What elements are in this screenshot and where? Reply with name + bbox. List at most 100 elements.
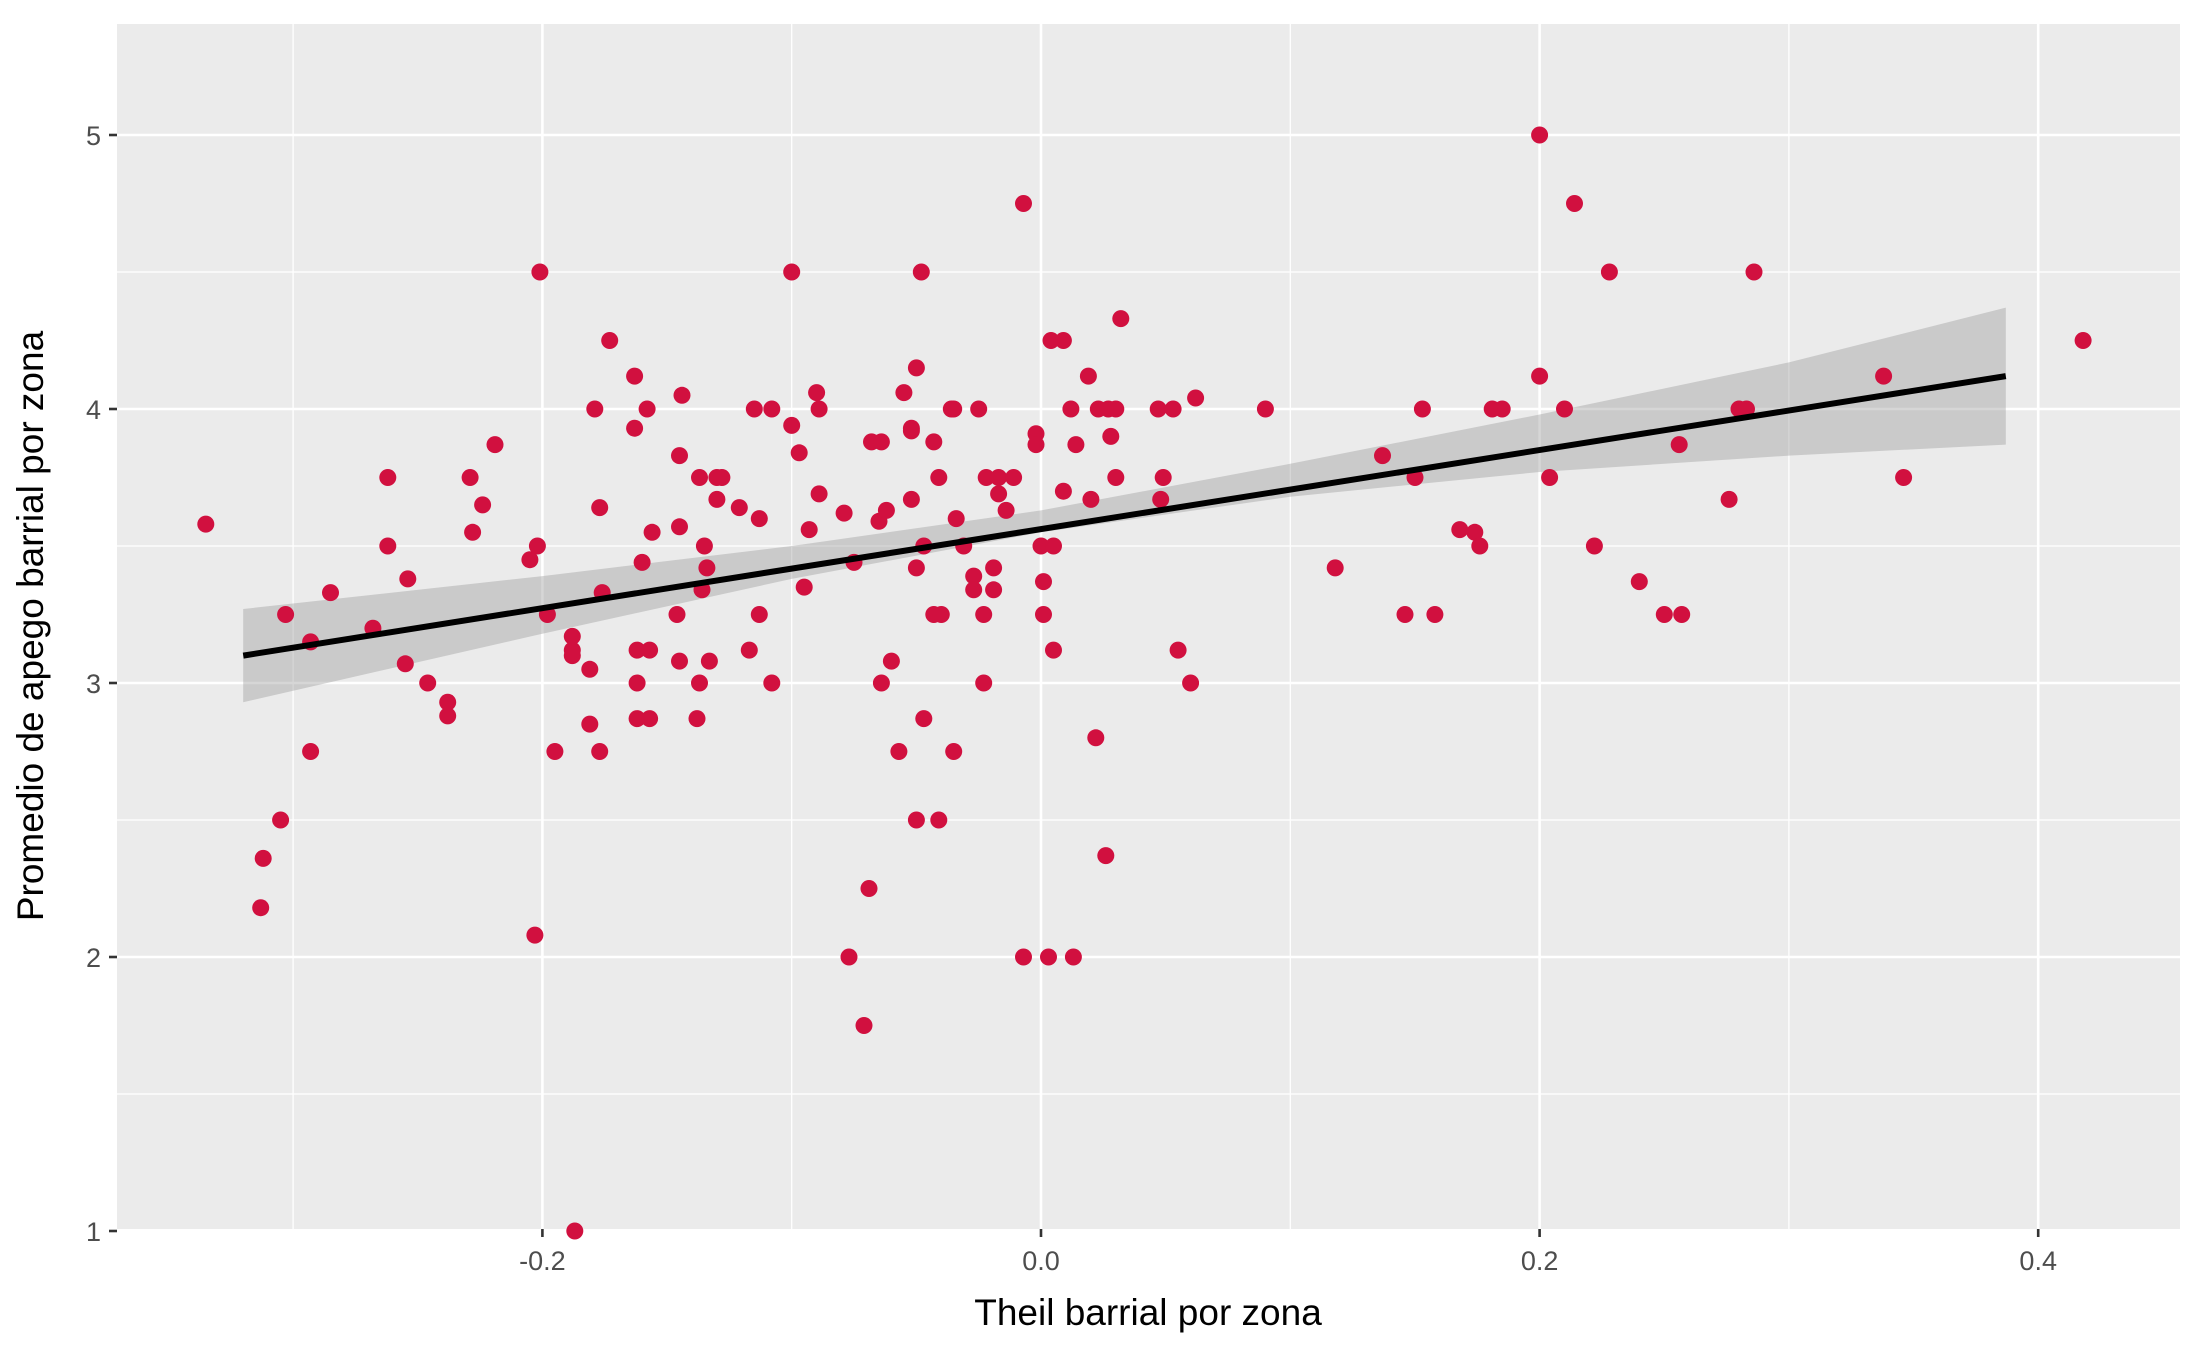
data-point — [691, 674, 708, 692]
data-point — [379, 537, 397, 555]
data-point — [563, 627, 581, 645]
data-point — [691, 469, 708, 486]
data-point — [763, 674, 781, 692]
data-point — [810, 400, 828, 418]
data-point — [272, 811, 290, 829]
data-point — [810, 485, 828, 503]
data-point — [945, 743, 963, 760]
data-point — [399, 570, 417, 588]
data-point — [197, 515, 215, 533]
data-point — [1630, 573, 1648, 591]
data-point — [1032, 537, 1050, 555]
data-point — [1154, 469, 1172, 486]
data-point — [1531, 367, 1549, 385]
data-point — [872, 674, 890, 692]
data-point — [379, 469, 397, 486]
data-point — [628, 710, 646, 728]
data-point — [521, 551, 539, 569]
data-point — [626, 419, 644, 437]
data-point — [985, 581, 1003, 599]
data-point — [254, 849, 272, 867]
x-axis-ticks: -0.2 0.0 0.2 0.4 — [519, 1229, 2057, 1276]
data-point — [840, 948, 858, 966]
data-point — [641, 641, 659, 659]
data-point — [1720, 490, 1738, 508]
data-point — [1045, 641, 1062, 659]
data-point — [1413, 400, 1431, 418]
data-point — [1112, 310, 1130, 328]
data-point — [750, 606, 768, 623]
data-point — [461, 469, 479, 486]
data-point — [1745, 263, 1763, 281]
data-point — [1035, 606, 1052, 623]
data-point — [975, 606, 993, 623]
regression-line — [242, 373, 2007, 659]
data-point — [1187, 389, 1205, 407]
data-point — [1040, 948, 1057, 966]
data-point — [474, 496, 492, 514]
data-point — [895, 384, 913, 402]
x-tick-label: -0.2 — [519, 1246, 566, 1276]
data-point — [970, 400, 988, 418]
data-point — [932, 606, 950, 623]
data-point — [641, 710, 659, 728]
data-point — [783, 263, 801, 281]
data-point — [795, 578, 813, 596]
data-point — [1054, 482, 1072, 500]
data-point — [925, 433, 943, 451]
data-point — [965, 567, 983, 585]
grid-major — [117, 24, 2180, 1233]
data-point — [997, 501, 1015, 519]
data-point — [486, 436, 504, 454]
data-point — [1655, 606, 1673, 623]
data-point — [601, 332, 619, 349]
data-point — [1326, 559, 1344, 577]
data-point — [1256, 400, 1274, 418]
data-point — [808, 384, 826, 402]
data-point — [1035, 573, 1052, 591]
data-point — [877, 501, 895, 519]
data-point — [671, 447, 688, 465]
data-point — [591, 499, 609, 517]
data-point — [882, 652, 900, 670]
data-point — [2074, 332, 2092, 349]
data-point — [628, 641, 646, 659]
data-point — [930, 469, 948, 486]
data-point — [912, 263, 930, 281]
data-point — [302, 743, 320, 760]
data-point — [990, 485, 1008, 503]
y-tick-label: 4 — [86, 395, 101, 425]
data-point — [1164, 400, 1182, 418]
data-point — [902, 419, 920, 437]
data-point — [990, 469, 1008, 486]
data-point — [628, 674, 646, 692]
data-point — [581, 660, 599, 678]
data-point — [1015, 948, 1032, 966]
data-point — [396, 655, 414, 673]
data-point — [890, 743, 908, 760]
data-point — [688, 710, 706, 728]
data-points — [197, 126, 2092, 1240]
confidence-band — [243, 307, 2006, 703]
y-tick-label: 5 — [86, 121, 101, 151]
data-point — [907, 359, 925, 377]
data-point — [730, 499, 748, 517]
data-point — [985, 559, 1003, 577]
data-point — [1673, 606, 1691, 623]
data-point — [835, 504, 853, 522]
data-point — [763, 400, 781, 418]
data-point — [419, 674, 437, 692]
data-point — [1107, 400, 1125, 418]
data-point — [1585, 537, 1603, 555]
data-point — [626, 367, 644, 385]
data-point — [790, 444, 808, 462]
data-point — [566, 1222, 584, 1240]
data-point — [586, 400, 604, 418]
data-point — [581, 715, 599, 733]
data-point — [1097, 847, 1115, 865]
data-point — [1396, 606, 1414, 623]
data-point — [902, 490, 920, 508]
data-point — [1531, 126, 1549, 144]
data-point — [1087, 729, 1105, 747]
